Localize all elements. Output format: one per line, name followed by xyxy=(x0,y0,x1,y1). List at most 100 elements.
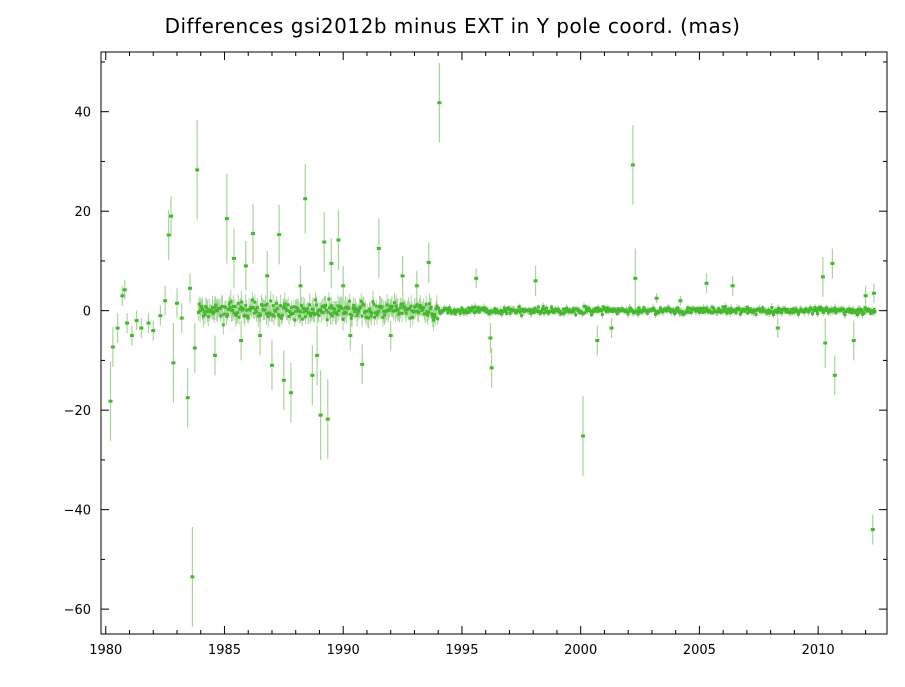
data-point xyxy=(820,275,825,279)
data-point xyxy=(654,296,659,300)
data-point xyxy=(348,334,353,338)
data-point xyxy=(832,373,837,377)
band-point xyxy=(743,309,747,313)
data-point xyxy=(151,329,156,333)
band-point xyxy=(464,308,468,312)
band-point xyxy=(620,307,624,311)
data-point xyxy=(678,299,683,303)
band-point xyxy=(841,307,845,311)
band-point xyxy=(374,304,378,308)
data-point xyxy=(376,246,381,250)
band-point xyxy=(816,312,820,316)
band-point xyxy=(644,309,648,313)
data-point xyxy=(179,316,184,320)
band-point xyxy=(336,304,340,308)
band-point xyxy=(603,306,607,310)
chart-title: Differences gsi2012b minus EXT in Y pole… xyxy=(164,14,741,38)
band-point xyxy=(245,308,249,312)
band-point xyxy=(733,309,737,313)
band-point xyxy=(749,308,753,312)
band-point xyxy=(343,306,347,310)
band-point xyxy=(196,310,200,314)
band-point xyxy=(424,302,428,306)
band-point xyxy=(630,308,634,312)
band-point xyxy=(342,311,346,315)
band-point xyxy=(453,312,457,316)
band-point xyxy=(229,300,233,304)
ticks-group xyxy=(101,52,887,634)
band-point xyxy=(729,306,733,310)
band-point xyxy=(240,308,244,312)
band-point xyxy=(408,316,412,320)
band-point xyxy=(446,311,450,315)
band-point xyxy=(740,310,744,314)
band-point xyxy=(829,309,833,313)
band-point xyxy=(413,309,417,313)
band-point xyxy=(673,310,677,314)
band-point xyxy=(272,314,276,318)
band-point xyxy=(297,309,301,313)
band-point xyxy=(326,310,330,314)
band-point xyxy=(221,323,225,327)
data-point xyxy=(400,274,405,278)
band-point xyxy=(550,308,554,312)
band-point xyxy=(845,308,849,312)
band-point xyxy=(315,311,319,315)
band-point xyxy=(493,307,497,311)
data-point xyxy=(298,284,303,288)
band-point xyxy=(433,316,437,320)
band-point xyxy=(407,306,411,310)
band-point xyxy=(255,310,259,314)
band-point xyxy=(720,309,724,313)
band-point xyxy=(616,307,620,311)
band-point xyxy=(388,308,392,312)
band-point xyxy=(419,306,423,310)
band-point xyxy=(390,305,394,309)
band-point xyxy=(608,307,612,311)
band-point xyxy=(334,311,338,315)
band-point xyxy=(349,316,353,320)
data-point xyxy=(329,261,334,265)
band-point xyxy=(307,311,311,315)
band-point xyxy=(817,306,821,310)
y-tick-label: −60 xyxy=(64,603,91,618)
data-point xyxy=(250,232,255,236)
band-point xyxy=(430,312,434,316)
band-point xyxy=(248,308,252,312)
band-point xyxy=(233,305,237,309)
band-point xyxy=(760,309,764,313)
band-point xyxy=(624,308,628,312)
band-point xyxy=(819,305,823,309)
band-point xyxy=(814,307,818,311)
data-point xyxy=(195,168,200,172)
band-point xyxy=(702,306,706,310)
band-point xyxy=(549,309,553,313)
band-point xyxy=(801,308,805,312)
x-tick-label: 1985 xyxy=(208,643,241,658)
band-point xyxy=(255,306,259,310)
data-point xyxy=(190,575,195,579)
data-point xyxy=(134,319,139,323)
band-point xyxy=(596,306,600,310)
band-point xyxy=(246,316,250,320)
band-point xyxy=(848,310,852,314)
band-point xyxy=(637,306,641,310)
band-point xyxy=(466,306,470,310)
band-point xyxy=(832,308,836,312)
band-point xyxy=(240,300,244,304)
band-point xyxy=(472,311,476,315)
data-point xyxy=(581,434,586,438)
band-point xyxy=(624,310,628,314)
band-point xyxy=(518,310,522,314)
band-point xyxy=(426,313,430,317)
band-point xyxy=(483,308,487,312)
band-point xyxy=(833,306,837,310)
data-point xyxy=(192,346,197,350)
band-point xyxy=(499,308,503,312)
band-point xyxy=(355,314,359,318)
band-point xyxy=(689,311,693,315)
band-point xyxy=(254,307,258,311)
band-point xyxy=(215,309,219,313)
data-point xyxy=(633,276,638,280)
band-point xyxy=(369,314,373,318)
